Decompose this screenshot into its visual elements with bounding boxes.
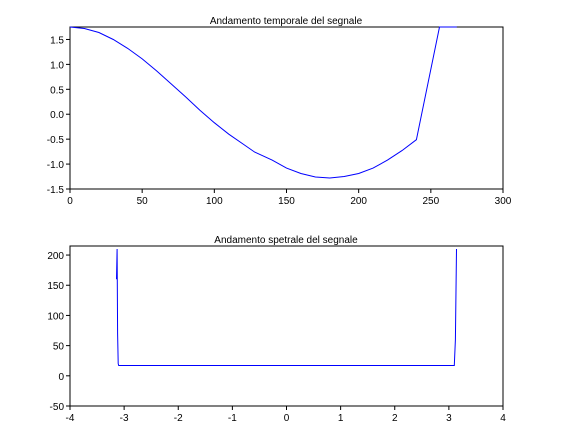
spectrum-y-tick-label: 50 (53, 342, 65, 353)
spectrum-axes-frame (69, 245, 504, 407)
time-domain-ticks: 0 50 100 150 200 250 300 -1.5 -1.0 -0.5 0.0 0.5 1.0 1… (47, 35, 512, 207)
spectrum-y-tick-label: 0 (58, 372, 64, 383)
time-domain-x-tick-label: 50 (137, 196, 149, 207)
time-domain-axes-frame (69, 26, 504, 190)
spectrum-chart: Andamento spetrale del segnale -4 -3 -2 -1 0… (47, 235, 506, 424)
spectrum-x-tick-label: 1 (338, 413, 344, 424)
time-domain-x-tick-label: 0 (67, 196, 73, 207)
time-domain-title: Andamento temporale del segnale (210, 16, 363, 27)
spectrum-ticks: -4 -3 -2 -1 0 1 2 3 4 -50 0 50 100 150 200 (47, 251, 506, 424)
time-domain-x-tick-label: 300 (495, 196, 512, 207)
spectrum-x-tick-label: 2 (392, 413, 398, 424)
spectrum-x-tick-label: 3 (446, 413, 452, 424)
time-domain-series-line (69, 26, 457, 179)
spectrum-y-tick-label: 200 (47, 251, 64, 262)
time-domain-y-tick-label: -1.5 (47, 185, 65, 196)
spectrum-series-line (116, 248, 457, 366)
spectrum-x-tick-label: -4 (66, 413, 75, 424)
spectrum-y-tick-label: 150 (47, 281, 64, 292)
time-domain-y-tick-label: 0.0 (50, 110, 64, 121)
time-domain-chart: Andamento temporale del segnale 0 50 100 15… (47, 16, 512, 207)
spectrum-y-tick-label: -50 (50, 402, 65, 413)
spectrum-x-tick-label: -2 (174, 413, 183, 424)
time-domain-y-tick-label: 1.5 (50, 35, 64, 46)
spectrum-y-tick-label: 100 (47, 311, 64, 322)
time-domain-x-tick-label: 100 (206, 196, 223, 207)
spectrum-x-tick-label: -3 (120, 413, 129, 424)
time-domain-y-tick-label: -1.0 (47, 160, 65, 171)
time-domain-y-tick-label: 1.0 (50, 60, 64, 71)
spectrum-x-tick-label: -1 (228, 413, 237, 424)
time-domain-y-tick-label: -0.5 (47, 135, 65, 146)
time-domain-x-tick-label: 200 (350, 196, 367, 207)
time-domain-x-tick-label: 150 (278, 196, 295, 207)
spectrum-title: Andamento spetrale del segnale (214, 235, 358, 246)
time-domain-y-tick-label: 0.5 (50, 85, 64, 96)
time-domain-x-tick-label: 250 (422, 196, 439, 207)
spectrum-x-tick-label: 0 (284, 413, 290, 424)
spectrum-x-tick-label: 4 (500, 413, 506, 424)
